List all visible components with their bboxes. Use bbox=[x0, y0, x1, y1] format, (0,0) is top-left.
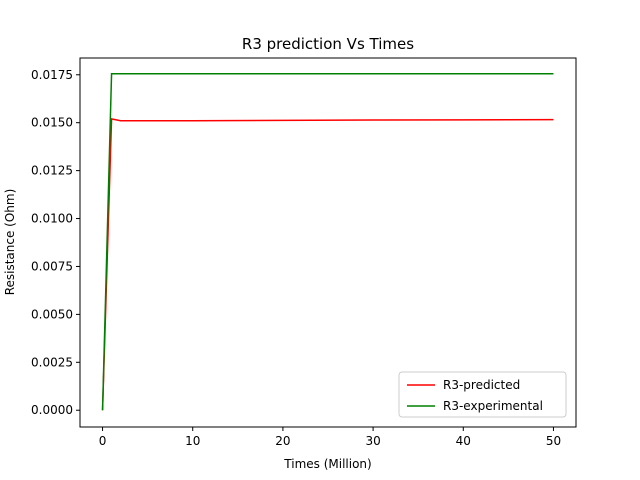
y-tick-label: 0.0025 bbox=[31, 355, 73, 369]
x-tick-label: 0 bbox=[99, 434, 107, 448]
x-tick-label: 40 bbox=[456, 434, 471, 448]
y-axis: 0.0000 0.0025 0.0050 0.0075 0.0100 0.0125 0.01… bbox=[31, 68, 80, 417]
chart-title: R3 prediction Vs Times bbox=[242, 35, 414, 53]
y-tick-label: 0.0100 bbox=[31, 212, 73, 226]
x-axis-label: Times (Million) bbox=[283, 457, 371, 471]
legend: R3-predicted R3-experimental bbox=[398, 371, 567, 418]
y-tick-label: 0.0075 bbox=[31, 259, 73, 273]
legend-box bbox=[398, 371, 567, 418]
y-tick-label: 0.0125 bbox=[31, 164, 73, 178]
x-axis: 0 10 20 30 40 50 bbox=[99, 427, 561, 448]
series-lines bbox=[101, 73, 554, 411]
x-tick-label: 50 bbox=[546, 434, 561, 448]
x-tick-label: 20 bbox=[275, 434, 290, 448]
legend-label: R3-experimental bbox=[443, 399, 543, 413]
y-tick-label: 0.0050 bbox=[31, 307, 73, 321]
series-line-1 bbox=[101, 117, 554, 411]
x-tick-label: 10 bbox=[185, 434, 200, 448]
y-tick-label: 0.0175 bbox=[31, 68, 73, 82]
x-tick-label: 30 bbox=[365, 434, 380, 448]
y-tick-label: 0.0150 bbox=[31, 116, 73, 130]
legend-label: R3-predicted bbox=[443, 378, 520, 392]
series-line-2 bbox=[101, 73, 554, 411]
y-axis-label: Resistance (Ohm) bbox=[3, 189, 17, 296]
plot-area-frame bbox=[79, 57, 577, 428]
y-tick-label: 0.0000 bbox=[31, 403, 73, 417]
